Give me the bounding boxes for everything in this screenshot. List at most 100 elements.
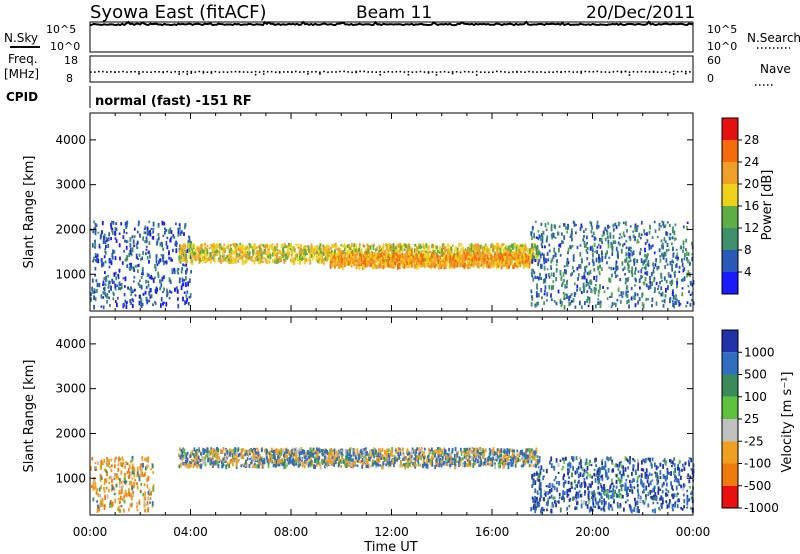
- echo-cell: [651, 244, 654, 248]
- echo-cell: [189, 255, 192, 259]
- echo-cell: [192, 459, 194, 462]
- echo-cell: [146, 464, 149, 469]
- echo-cell: [124, 473, 126, 476]
- echo-cell: [625, 239, 628, 243]
- echo-cell: [681, 262, 684, 268]
- echo-cell: [367, 249, 369, 254]
- echo-cell: [123, 494, 126, 498]
- echo-cell: [638, 278, 641, 283]
- echo-cell: [663, 276, 666, 281]
- echo-cell: [138, 499, 141, 502]
- echo-cell: [367, 254, 370, 259]
- echo-cell: [210, 259, 212, 264]
- echo-cell: [363, 461, 365, 465]
- echo-cell: [190, 259, 193, 263]
- echo-cell: [108, 481, 111, 485]
- echo-cell: [105, 275, 107, 280]
- echo-cell: [331, 251, 334, 256]
- echo-cell: [113, 464, 116, 469]
- echo-cell: [424, 252, 427, 255]
- echo-cell: [668, 224, 671, 227]
- echo-cell: [430, 253, 433, 258]
- echo-cell: [105, 244, 107, 249]
- echo-cell: [597, 265, 599, 271]
- echo-cell: [100, 294, 103, 299]
- echo-cell: [407, 260, 409, 265]
- echo-cell: [431, 252, 434, 255]
- echo-cell: [412, 463, 415, 467]
- echo-cell: [284, 254, 286, 257]
- echo-cell: [260, 256, 263, 260]
- echo-cell: [660, 244, 663, 249]
- echo-cell: [233, 250, 236, 255]
- echo-cell: [303, 248, 305, 253]
- echo-cell: [559, 253, 562, 257]
- echo-cell: [161, 220, 164, 226]
- echo-cell: [634, 227, 637, 232]
- freq-point: [592, 71, 595, 73]
- echo-cell: [242, 463, 245, 466]
- echo-cell: [110, 226, 113, 230]
- echo-cell: [658, 222, 661, 227]
- freq-point: [150, 71, 152, 73]
- echo-cell: [618, 237, 621, 240]
- freq-point: [146, 71, 148, 73]
- echo-cell: [465, 254, 468, 258]
- echo-cell: [548, 249, 551, 253]
- echo-cell: [149, 497, 152, 500]
- echo-cell: [177, 231, 180, 237]
- echo-cell: [411, 447, 414, 452]
- echo-cell: [223, 243, 226, 246]
- echo-cell: [302, 246, 305, 249]
- echo-cell: [130, 291, 133, 296]
- echo-cell: [617, 287, 620, 292]
- echo-cell: [199, 251, 202, 255]
- echo-cell: [626, 300, 629, 305]
- echo-cell: [108, 476, 111, 480]
- echo-cell: [112, 220, 115, 225]
- echo-cell: [118, 268, 121, 273]
- echo-cell: [566, 279, 568, 283]
- echo-cell: [97, 504, 99, 509]
- echo-cell: [225, 258, 228, 262]
- echo-cell: [661, 300, 664, 303]
- echo-cell: [101, 262, 103, 268]
- echo-cell: [105, 460, 108, 465]
- echo-cell: [270, 455, 273, 460]
- echo-cell: [395, 255, 398, 258]
- echo-cell: [601, 250, 603, 255]
- echo-cell: [683, 253, 686, 258]
- freq-point: [158, 71, 160, 73]
- echo-cell: [313, 252, 316, 258]
- freq-point: [604, 71, 607, 73]
- echo-cell: [189, 293, 192, 298]
- echo-cell: [503, 248, 506, 252]
- echo-cell: [205, 252, 208, 257]
- echo-cell: [659, 258, 662, 263]
- echo-cell: [150, 491, 152, 496]
- echo-cell: [635, 278, 637, 283]
- echo-cell: [185, 462, 188, 467]
- echo-cell: [148, 241, 151, 245]
- echo-cell: [108, 259, 111, 262]
- echo-cell: [688, 274, 691, 277]
- echo-cell: [654, 263, 657, 267]
- cpid-label: CPID: [6, 90, 38, 104]
- echo-cell: [185, 269, 187, 275]
- echo-cell: [660, 286, 663, 291]
- echo-cell: [570, 230, 573, 236]
- echo-cell: [166, 236, 169, 240]
- echo-cell: [117, 273, 120, 278]
- echo-cell: [111, 504, 113, 508]
- echo-cell: [138, 473, 140, 477]
- echo-cell: [550, 223, 553, 228]
- echo-cell: [354, 259, 357, 263]
- echo-cell: [219, 254, 222, 258]
- echo-cell: [285, 245, 288, 248]
- echo-cell: [381, 249, 384, 254]
- echo-cell: [564, 284, 567, 289]
- echo-cell: [648, 246, 651, 251]
- echo-cell: [124, 492, 127, 496]
- echo-cell: [188, 296, 191, 299]
- echo-cell: [330, 260, 332, 264]
